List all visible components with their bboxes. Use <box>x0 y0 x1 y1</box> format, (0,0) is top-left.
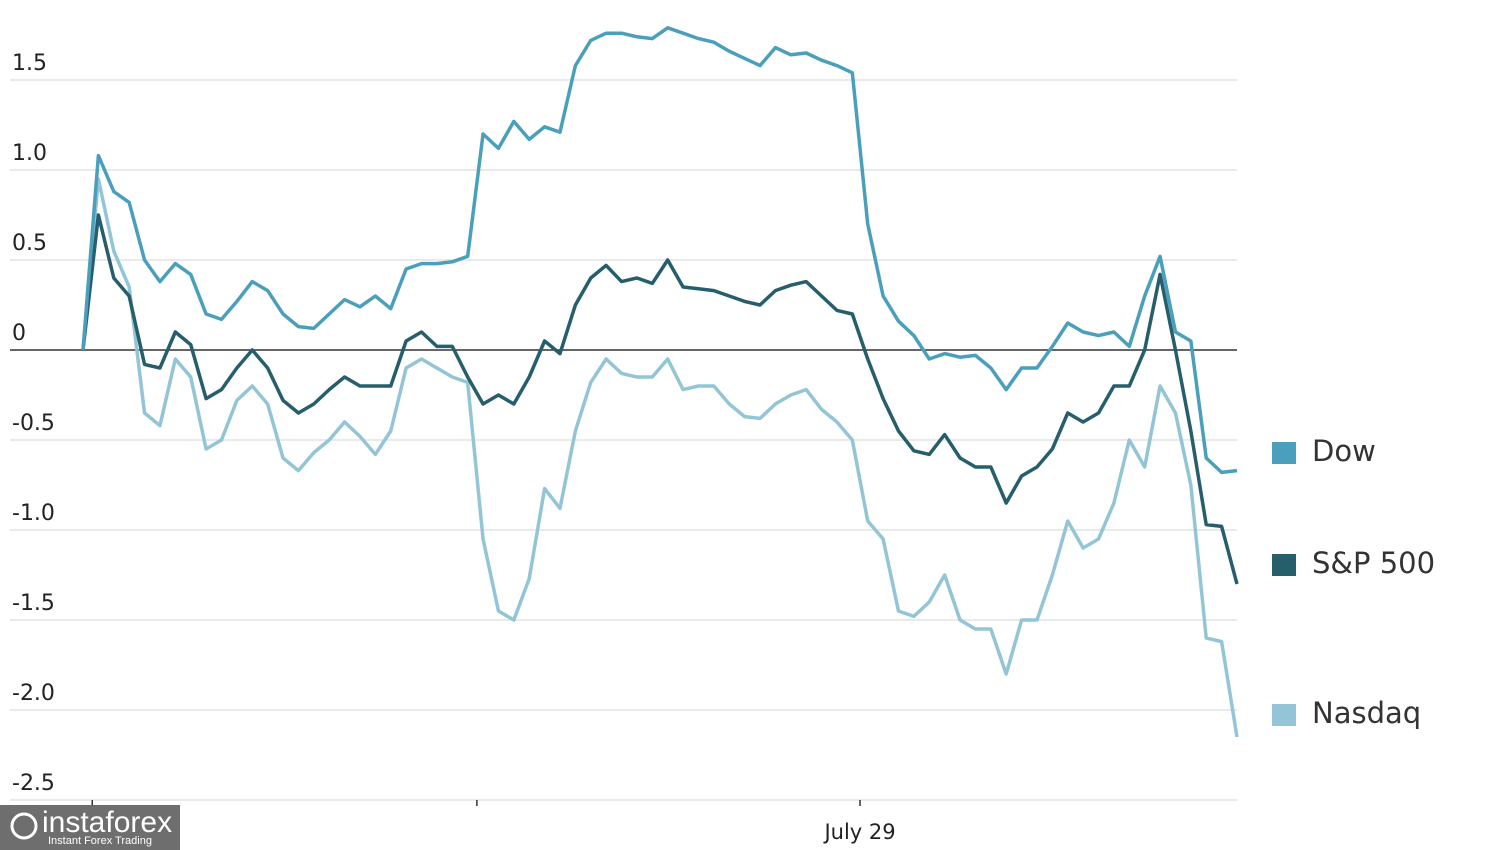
legend-label: S&P 500 <box>1312 546 1435 580</box>
legend-label: Nasdaq <box>1312 696 1421 730</box>
watermark-logo <box>10 812 38 840</box>
y-tick-label: -2.5 <box>12 771 55 796</box>
watermark-bg <box>0 805 180 850</box>
watermark-brand: instaforex <box>42 806 172 839</box>
y-tick-label: 0.5 <box>12 231 47 256</box>
line-series <box>81 177 1239 738</box>
y-tick-label: -1.0 <box>12 501 55 526</box>
y-tick-label: -0.5 <box>12 411 55 436</box>
legend-swatch <box>1272 554 1296 576</box>
y-tick-label: 0 <box>12 321 26 346</box>
x-tick-label: July 29 <box>822 820 895 844</box>
y-tick-label: -2.0 <box>12 681 55 706</box>
y-tick-label: -1.5 <box>12 591 55 616</box>
y-tick-label: 1.0 <box>12 141 47 166</box>
legend-swatch <box>1272 704 1296 726</box>
y-tick-label: 1.5 <box>12 51 47 76</box>
line-series <box>81 213 1239 585</box>
watermark-tagline: Instant Forex Trading <box>48 835 152 847</box>
legend-label: Dow <box>1312 434 1376 468</box>
watermark: instaforex Instant Forex Trading <box>0 805 180 850</box>
legend-swatch <box>1272 442 1296 464</box>
line-series <box>81 26 1238 475</box>
